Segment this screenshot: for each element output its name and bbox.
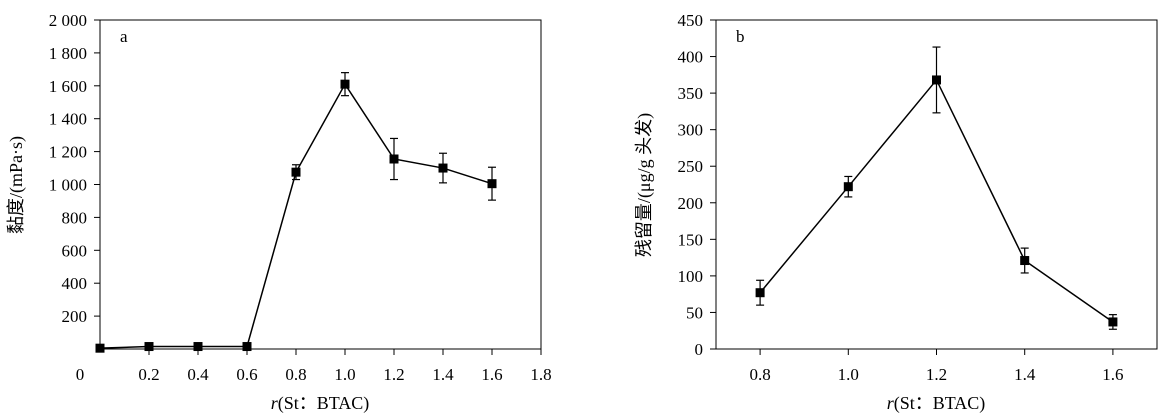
x-origin-label-a: 0 (76, 365, 85, 384)
y-axis-title-a: 黏度/(mPa·s) (6, 136, 27, 234)
y-tick-label: 1 000 (49, 176, 87, 195)
x-tick-label: 1.2 (383, 365, 404, 384)
y-tick-label: 1 400 (49, 110, 87, 129)
y-tick-label: 50 (686, 303, 703, 322)
x-tick-label: 1.6 (1102, 365, 1123, 384)
data-point (144, 342, 154, 352)
x-tick-label: 1.4 (1014, 365, 1036, 384)
x-tick-label: 0.6 (236, 365, 257, 384)
y-tick-label: 400 (678, 48, 704, 67)
chart-panel-a: a 黏度/(mPa·s) r(St：BTAC) 0 0.2 0.4 0.6 0.8 1.… (6, 11, 552, 414)
series-line (759, 78, 1114, 323)
y-tick-label: 200 (62, 307, 88, 326)
data-point (193, 342, 203, 352)
y-tick-label: 150 (678, 230, 704, 249)
data-marks-b (755, 46, 1118, 330)
y-tick-label: 800 (62, 208, 88, 227)
x-axis-title-a: r(St：BTAC) (271, 393, 370, 414)
series-line (99, 82, 493, 349)
data-point (487, 179, 497, 189)
chart-panel-b: b 残留量/(μg/g 头发) r(St：BTAC) 0.8 1.0 1.2 1.4 1… (634, 11, 1158, 414)
data-point (438, 163, 448, 173)
x-tick-label: 1.4 (432, 365, 454, 384)
x-axis-title-b: r(St：BTAC) (887, 393, 986, 414)
panel-label-a: a (120, 27, 128, 46)
x-tick-label: 0.4 (187, 365, 209, 384)
axis-ticks-a: 0.2 0.4 0.6 0.8 1.0 1.2 1.4 1.6 1.8 200 400 600 800 1… (49, 11, 552, 384)
data-point (1020, 256, 1030, 266)
data-point (755, 288, 765, 298)
svg-text:黏度/(mPa·s): 黏度/(mPa·s) (6, 136, 27, 234)
x-tick-label: 0.8 (749, 365, 770, 384)
y-axis-title-b: 残留量/(μg/g 头发) (634, 113, 655, 257)
x-tick-label: 1.0 (334, 365, 355, 384)
y-tick-label: 1 200 (49, 143, 87, 162)
x-tick-label: 0.8 (285, 365, 306, 384)
data-point (843, 182, 853, 192)
y-tick-label: 200 (678, 194, 704, 213)
x-tick-label: 1.8 (530, 365, 551, 384)
y-tick-label: 300 (678, 121, 704, 140)
y-tick-label: 450 (678, 11, 704, 30)
panel-label-b: b (736, 27, 745, 46)
data-point (340, 79, 350, 89)
y-tick-label: 400 (62, 274, 88, 293)
y-tick-label: 600 (62, 241, 88, 260)
data-point (291, 167, 301, 177)
data-marks-a (95, 72, 497, 353)
data-point (389, 154, 399, 164)
plot-area-frame-a (99, 19, 542, 350)
axis-ticks-b: 0.8 1.0 1.2 1.4 1.6 0 50 100 150 200 250 300 350 400 4… (678, 11, 1124, 384)
y-tick-label: 350 (678, 84, 704, 103)
x-tick-label: 1.2 (926, 365, 947, 384)
y-tick-label: 1 600 (49, 77, 87, 96)
y-tick-label: 100 (678, 267, 704, 286)
data-point (1108, 317, 1118, 327)
data-point (932, 75, 941, 85)
data-point (95, 343, 105, 353)
x-tick-label: 1.0 (838, 365, 859, 384)
y-tick-label: 2 000 (49, 11, 87, 30)
y-tick-label: 0 (695, 340, 704, 359)
svg-text:残留量/(μg/g 头发): 残留量/(μg/g 头发) (634, 113, 655, 257)
x-tick-label: 0.2 (138, 365, 159, 384)
x-tick-label: 1.6 (481, 365, 502, 384)
y-tick-label: 1 800 (49, 44, 87, 63)
data-point (242, 342, 252, 352)
y-tick-label: 250 (678, 157, 704, 176)
